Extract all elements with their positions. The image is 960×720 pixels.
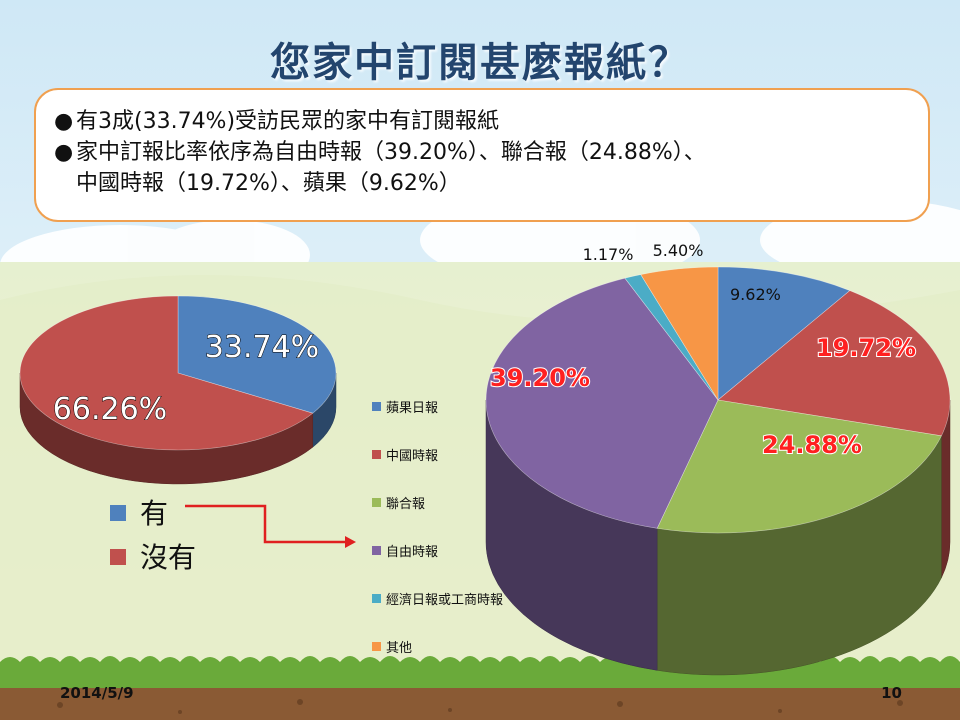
footer-page-number: 10 bbox=[881, 684, 902, 702]
legend-swatch bbox=[372, 546, 381, 555]
legend-swatch bbox=[372, 642, 381, 651]
pie-slice-liberty bbox=[485, 277, 719, 529]
legend-label: 聯合報 bbox=[386, 497, 425, 512]
soil-dots bbox=[57, 699, 903, 714]
footer-date: 2014/5/9 bbox=[60, 684, 134, 702]
bullet-line-1: ● 有3成(33.74%)受訪民眾的家中有訂閱報紙 bbox=[54, 106, 928, 137]
legend-label: 沒有 bbox=[140, 541, 196, 574]
data-label-apple: 9.62% bbox=[730, 285, 781, 304]
arrow-head-icon bbox=[345, 536, 356, 548]
legend-label: 經濟日報或工商時報 bbox=[386, 592, 503, 608]
pie-slice-yes bbox=[177, 295, 337, 414]
summary-callout: ● 有3成(33.74%)受訪民眾的家中有訂閱報紙 ● 家中訂報比率依序為自由時報（… bbox=[34, 88, 930, 222]
data-label-no: 66.26% bbox=[53, 392, 167, 427]
legend-label: 其他 bbox=[386, 641, 412, 656]
connector-arrow bbox=[185, 504, 345, 544]
data-label-china-times: 19.72% bbox=[816, 334, 916, 362]
legend-swatch bbox=[110, 549, 126, 565]
bullet-dot: ● bbox=[54, 140, 74, 165]
bullet-line-3: 中國時報（19.72%）、蘋果（9.62%） bbox=[54, 168, 928, 199]
bullet-text: 有3成(33.74%)受訪民眾的家中有訂閱報紙 bbox=[76, 109, 500, 134]
pie-chart-subscription: 33.74% 66.26% 有沒有 bbox=[19, 295, 337, 574]
bullet-dot: ● bbox=[54, 109, 74, 134]
data-label-udn: 24.88% bbox=[762, 431, 862, 459]
legend-label: 中國時報 bbox=[386, 449, 438, 464]
legend-swatch bbox=[372, 402, 381, 411]
pie-chart-newspapers: 9.62% 19.72% 24.88% 39.20% 1.17% 5.40% 蘋果日報中國時… bbox=[372, 241, 951, 676]
data-label-economic: 1.17% bbox=[583, 245, 634, 264]
soil-strip bbox=[0, 688, 960, 720]
data-label-liberty: 39.20% bbox=[490, 364, 590, 392]
pie-slice-apple bbox=[717, 266, 851, 401]
page-title: 您家中訂閱甚麼報紙？ bbox=[270, 40, 690, 86]
legend-swatch bbox=[110, 505, 126, 521]
legend-swatch bbox=[372, 498, 381, 507]
legend-swatch bbox=[372, 594, 381, 603]
legend-label: 蘋果日報 bbox=[386, 401, 438, 416]
legend-label: 有 bbox=[140, 497, 168, 530]
pie-slice-no bbox=[19, 295, 314, 451]
bullet-text: 中國時報（19.72%）、蘋果（9.62%） bbox=[76, 171, 461, 196]
pie-slice-other bbox=[640, 266, 719, 402]
legend-subscription: 有沒有 bbox=[110, 497, 196, 574]
data-label-yes: 33.74% bbox=[205, 330, 319, 365]
pie-slice-china-times bbox=[717, 290, 951, 437]
data-label-other: 5.40% bbox=[653, 241, 704, 260]
pie-slice-udn bbox=[656, 399, 942, 534]
bullet-line-2: ● 家中訂報比率依序為自由時報（39.20%）、聯合報（24.88%）、 bbox=[54, 137, 928, 168]
bullet-text: 家中訂報比率依序為自由時報（39.20%）、聯合報（24.88%）、 bbox=[76, 140, 706, 165]
legend-swatch bbox=[372, 450, 381, 459]
legend-label: 自由時報 bbox=[386, 545, 438, 560]
